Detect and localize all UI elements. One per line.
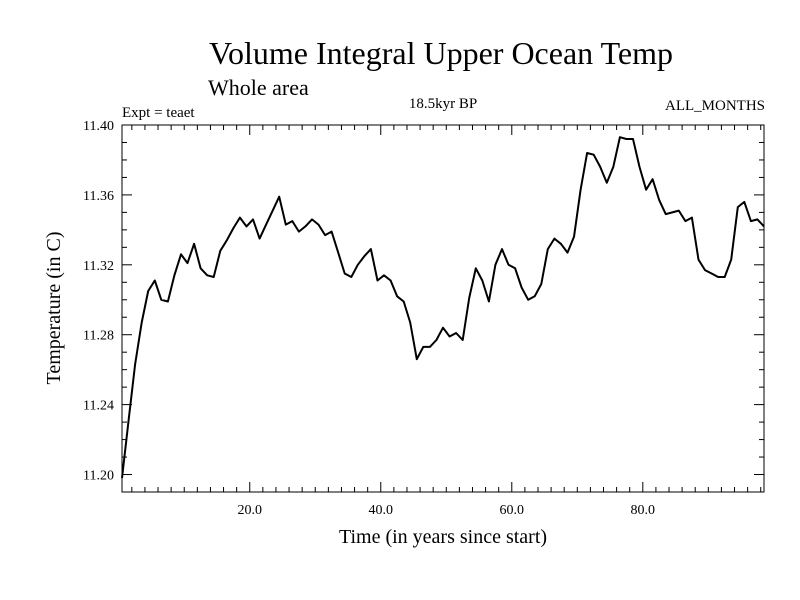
x-tick-label: 60.0 bbox=[500, 503, 525, 518]
chart-subtitle: Whole area bbox=[208, 75, 309, 100]
period-label: 18.5kyr BP bbox=[409, 96, 477, 112]
months-label: ALL_MONTHS bbox=[665, 98, 765, 114]
y-axis-label: Temperature (in C) bbox=[43, 232, 65, 385]
series-line bbox=[121, 136, 765, 479]
y-tick-label: 11.32 bbox=[83, 259, 114, 274]
x-tick-label: 40.0 bbox=[369, 503, 394, 518]
y-tick-label: 11.28 bbox=[83, 329, 114, 344]
axis-ticks bbox=[122, 124, 764, 493]
plot-frame bbox=[121, 124, 765, 493]
y-tick-label: 11.24 bbox=[83, 399, 114, 414]
x-axis-label: Time (in years since start) bbox=[339, 526, 547, 548]
y-tick-label: 11.36 bbox=[83, 189, 114, 204]
axis-tick-labels: 20.0 40.0 60.0 80.0 11.20 11.24 11.28 11.32 11.3… bbox=[83, 119, 655, 518]
x-tick-label: 80.0 bbox=[631, 503, 656, 518]
y-tick-label: 11.20 bbox=[83, 469, 114, 484]
y-tick-label: 11.40 bbox=[83, 119, 114, 134]
x-tick-label: 20.0 bbox=[237, 503, 262, 518]
experiment-label: Expt = teaet bbox=[122, 105, 195, 121]
chart-title: Volume Integral Upper Ocean Temp bbox=[209, 35, 673, 71]
